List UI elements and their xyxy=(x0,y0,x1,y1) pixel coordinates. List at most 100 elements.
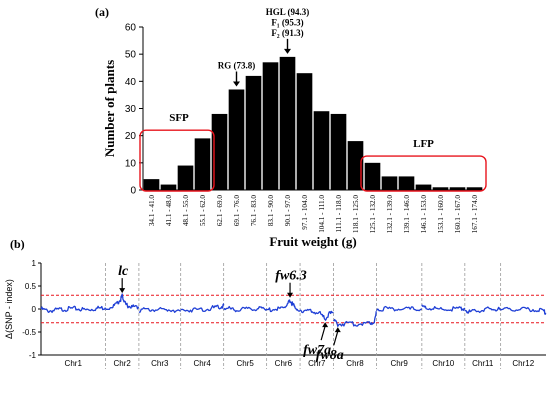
qtl-label: lc xyxy=(118,264,129,279)
snp-index-series-segment xyxy=(105,293,139,311)
annotation-label: F₁ (95.3) xyxy=(271,17,303,27)
snp-y-tick-label: 0 xyxy=(32,305,37,314)
histogram-y-tick-label: 60 xyxy=(125,23,137,34)
histogram-y-tick-label: 20 xyxy=(125,131,137,142)
histogram-bar xyxy=(449,187,466,190)
snp-index-series-segment xyxy=(299,308,334,321)
histogram-bar xyxy=(177,165,194,190)
histogram-bar xyxy=(347,141,364,190)
histogram-x-tick-label: 104.1 - 111.0 xyxy=(318,195,326,233)
histogram-bar xyxy=(245,75,262,190)
histogram-bar xyxy=(398,176,415,190)
snp-index-line xyxy=(40,293,547,327)
qtl-label: fw6.3 xyxy=(275,269,307,284)
histogram-bar xyxy=(160,184,177,190)
histogram-bars xyxy=(143,56,483,191)
snp-index-panel: (b) -1 -0.5 0 0.5 1 Chr1 Chr2 Chr3 Chr4 Chr5 Chr6… xyxy=(4,237,547,369)
group-box-label: LFP xyxy=(413,138,434,150)
histogram-x-tick-label: 118.1 - 125.0 xyxy=(352,195,360,233)
snp-y-tick-label: -1 xyxy=(29,351,37,360)
histogram-x-tick-label: 167.1 - 174.0 xyxy=(471,195,479,234)
histogram-x-tick-label: 34.1 - 41.0 xyxy=(148,195,156,227)
histogram-bar xyxy=(211,113,228,190)
annotation-label: HGL (94.3) xyxy=(266,7,310,17)
snp-index-series-segment xyxy=(464,306,501,314)
histogram-bar xyxy=(228,89,245,190)
histogram-bar xyxy=(364,162,381,190)
qtl-arrowhead xyxy=(287,292,294,298)
histogram-bar xyxy=(330,113,347,190)
histogram-y-tick-label: 30 xyxy=(125,104,137,115)
chromosome-label: Chr2 xyxy=(114,359,132,368)
histogram-y-tick-label: 50 xyxy=(125,50,137,61)
snp-y-tick-label: 1 xyxy=(32,259,37,268)
snp-index-series-segment xyxy=(223,305,268,313)
histogram-y-tick-label: 0 xyxy=(130,186,136,197)
chromosome-label: Chr8 xyxy=(346,359,364,368)
qtl-label: fw7a xyxy=(303,343,331,358)
histogram-x-tick-label: 90.1 - 97.0 xyxy=(284,195,292,227)
histogram-bar xyxy=(313,111,330,190)
chromosome-label: Chr11 xyxy=(472,359,494,368)
panel-a-label: (a) xyxy=(95,5,109,19)
histogram-x-tick-label: 139.1 - 146.0 xyxy=(403,195,411,234)
annotation-arrowhead xyxy=(284,48,291,54)
chromosome-label: Chr9 xyxy=(390,359,408,368)
qtl-arrow-shaft xyxy=(333,331,339,346)
histogram-x-tick-label: 146.1 - 153.0 xyxy=(420,195,428,234)
histogram-bar xyxy=(432,187,449,190)
histogram-annotations: RG (73.8) HGL (94.3)F₁ (95.3)F₂ (91.3) xyxy=(218,7,310,87)
chromosome-label: Chr6 xyxy=(275,359,293,368)
histogram-x-tick-labels: 34.1 - 41.0 41.1 - 48.0 48.1 - 55.0 55.1 - … xyxy=(148,195,479,234)
histogram-y-tick-label: 10 xyxy=(125,158,137,169)
snp-index-series-segment xyxy=(376,305,423,312)
histogram-x-tick-label: 83.1 - 90.0 xyxy=(267,195,275,227)
threshold-lines xyxy=(41,294,546,324)
histogram-x-tick-label: 97.1 - 104.0 xyxy=(301,195,309,230)
annotation-label: F₂ (91.3) xyxy=(271,28,303,38)
histogram-x-tick-label: 132.1 - 139.0 xyxy=(386,195,394,234)
chromosome-dividers xyxy=(105,263,502,369)
histogram-x-tick-label: 62.1 - 69.0 xyxy=(216,195,224,227)
histogram-y-axis-label: Number of plants xyxy=(102,60,117,157)
qtl-arrow-shaft xyxy=(320,325,326,341)
chromosome-label: Chr5 xyxy=(236,359,254,368)
snp-index-series-segment xyxy=(180,303,225,313)
histogram-x-tick-label: 153.1 - 160.0 xyxy=(437,195,445,234)
histogram-bar xyxy=(415,184,432,190)
qtl-arrowhead xyxy=(334,327,341,333)
group-box-label: SFP xyxy=(169,112,189,124)
histogram-x-tick-label: 55.1 - 62.0 xyxy=(199,195,207,227)
snp-y-tick-label: -0.5 xyxy=(22,328,36,337)
annotation-arrowhead xyxy=(233,81,240,87)
group-box xyxy=(139,129,215,192)
histogram-x-tick-label: 48.1 - 55.0 xyxy=(182,195,190,227)
snp-index-series-segment xyxy=(421,304,466,312)
histogram-bar xyxy=(296,73,313,190)
histogram-x-tick-label: 69.1 - 76.0 xyxy=(233,195,241,227)
annotation-label: RG (73.8) xyxy=(218,60,256,70)
snp-index-series-segment xyxy=(138,306,182,313)
snp-y-tick-label: 0.5 xyxy=(25,282,37,291)
snp-index-series-segment xyxy=(333,310,377,327)
chromosome-label: Chr10 xyxy=(432,359,454,368)
chromosome-label: Chr3 xyxy=(151,359,169,368)
histogram-bar xyxy=(194,138,211,190)
qtl-arrowhead xyxy=(119,288,126,294)
snp-index-series-segment xyxy=(500,306,547,315)
panel-b-label: (b) xyxy=(10,237,25,251)
histogram-x-tick-label: 125.1 - 132.0 xyxy=(369,195,377,234)
histogram-bar xyxy=(381,176,398,190)
histogram-x-tick-label: 76.1 - 83.0 xyxy=(250,195,258,227)
chromosome-label: Chr1 xyxy=(65,359,83,368)
chromosome-label: Chr7 xyxy=(308,359,326,368)
qtl-arrowhead xyxy=(322,322,329,328)
histogram-x-tick-label: 160.1 - 167.0 xyxy=(454,195,462,234)
snp-index-series-segment xyxy=(266,299,301,313)
chromosome-label: Chr12 xyxy=(512,359,534,368)
snp-y-axis-label: Δ(SNP - index) xyxy=(4,279,14,339)
qtl-label: fw8a xyxy=(316,348,344,363)
histogram-y-tick-label: 40 xyxy=(125,77,137,88)
